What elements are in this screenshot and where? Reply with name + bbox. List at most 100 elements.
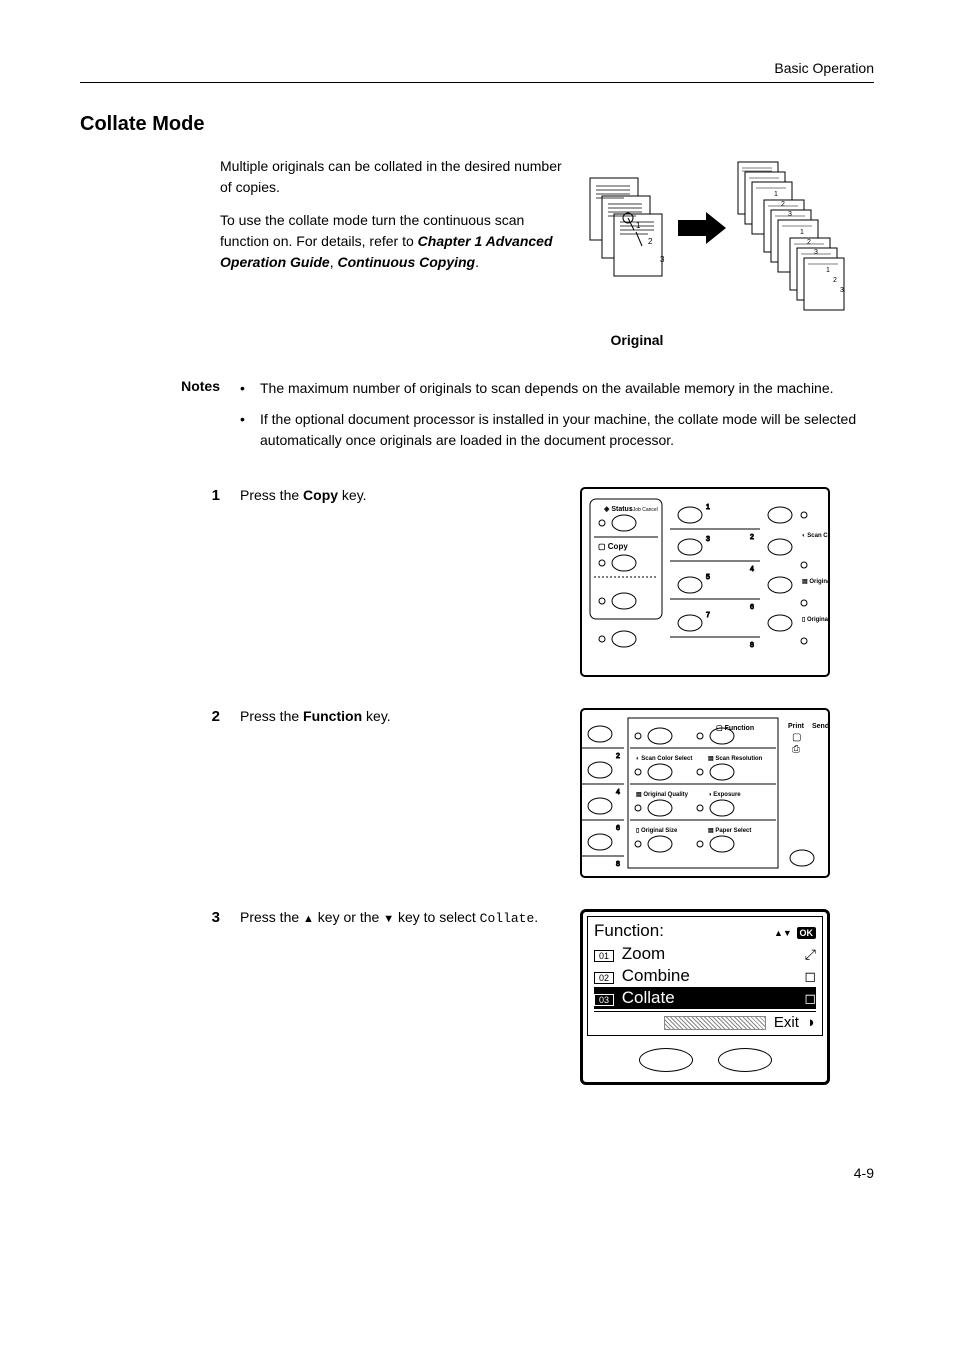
- svg-text:1: 1: [636, 221, 641, 230]
- item-num-icon: 01: [594, 950, 614, 962]
- svg-text:3: 3: [788, 211, 792, 218]
- svg-text:4: 4: [616, 789, 620, 796]
- lcd-item-combine: 02 Combine ◻: [594, 965, 816, 987]
- note-item-1: • The maximum number of originals to sca…: [240, 378, 874, 399]
- zoom-end-icon: ⤢: [805, 946, 816, 963]
- svg-text:2: 2: [833, 277, 837, 284]
- notes-label: Notes: [80, 378, 240, 394]
- notes-list: • The maximum number of originals to sca…: [240, 378, 874, 461]
- step-1-content: Press the Copy key. ◈ Status / Job Cance…: [240, 487, 874, 682]
- step-3-post: key to select: [394, 909, 480, 925]
- note-item-2: • If the optional document processor is …: [240, 409, 874, 451]
- page-container: Basic Operation Collate Mode Multiple or…: [0, 0, 954, 1221]
- step-1-figure: ◈ Status / Job Cancel ▢ Copy 1: [580, 487, 830, 682]
- svg-text:8: 8: [750, 642, 754, 649]
- svg-text:2: 2: [781, 201, 785, 208]
- collate-diagram: 1 2 3: [582, 156, 852, 348]
- up-triangle-icon: ▲: [303, 913, 314, 925]
- svg-text:Send/Re: Send/Re: [812, 723, 830, 730]
- bullet-dot: •: [240, 409, 260, 451]
- item-num-icon: 03: [594, 994, 614, 1006]
- svg-text:6: 6: [616, 825, 620, 832]
- svg-text:5: 5: [706, 574, 710, 581]
- intro-block: Multiple originals can be collated in th…: [220, 156, 874, 348]
- svg-text:2: 2: [648, 237, 653, 246]
- lcd-panel: Function: ▲▼ OK 01 Zoom ⤢ 02 Combine ◻: [580, 909, 830, 1085]
- svg-text:2: 2: [807, 239, 811, 246]
- lcd-inner: Function: ▲▼ OK 01 Zoom ⤢ 02 Combine ◻: [587, 916, 823, 1036]
- step-number-1: 1: [80, 487, 240, 504]
- svg-text:7: 7: [706, 612, 710, 619]
- step-2-pre: Press the: [240, 708, 303, 724]
- svg-text:3: 3: [660, 255, 665, 264]
- svg-text:3: 3: [840, 287, 844, 294]
- step-3-pre: Press the: [240, 909, 303, 925]
- step-number-3: 3: [80, 909, 240, 926]
- step-2: 2 Press the Function key. 2 4 6: [80, 708, 874, 883]
- lcd-item-collate: 03 Collate ◻: [594, 987, 816, 1009]
- svg-text:▢ Copy: ▢ Copy: [598, 542, 628, 551]
- lcd-exit-row: Exit ◗: [594, 1011, 816, 1031]
- combine-end-icon: ◻: [804, 968, 816, 985]
- step-3: 3 Press the ▲ key or the ▼ key to select…: [80, 909, 874, 1085]
- collate-end-icon: ◻: [804, 990, 816, 1007]
- svg-text:◐ Scan Color Select: ◐ Scan Color Select: [636, 756, 692, 762]
- step-number-2: 2: [80, 708, 240, 725]
- lcd-exit-label: Exit: [774, 1014, 799, 1031]
- svg-text:▢: ▢: [792, 732, 801, 743]
- down-triangle-icon: ▼: [383, 913, 394, 925]
- svg-text:▯ Original Size: ▯ Original Size: [802, 617, 830, 623]
- intro-p2-ref2: Continuous Copying: [337, 254, 475, 270]
- svg-text:3: 3: [706, 536, 710, 543]
- step-1: 1 Press the Copy key. ◈ Status / Job Can…: [80, 487, 874, 682]
- step-3-figure: Function: ▲▼ OK 01 Zoom ⤢ 02 Combine ◻: [580, 909, 830, 1085]
- original-label: Original: [582, 332, 692, 348]
- header-section-label: Basic Operation: [80, 60, 874, 76]
- step-1-post: key.: [338, 487, 367, 503]
- step-2-post: key.: [362, 708, 391, 724]
- section-title: Collate Mode: [80, 113, 874, 136]
- hw-button-left[interactable]: [639, 1048, 693, 1072]
- svg-text:▤ Original Quality: ▤ Original Quality: [802, 579, 830, 585]
- step-2-key: Function: [303, 708, 362, 724]
- svg-text:1: 1: [706, 504, 710, 511]
- svg-text:3: 3: [814, 249, 818, 256]
- note-text-1: The maximum number of originals to scan …: [260, 378, 834, 399]
- hw-button-right[interactable]: [718, 1048, 772, 1072]
- hatched-bar: [664, 1016, 766, 1030]
- exit-icon: ◗: [807, 1014, 816, 1031]
- lcd-item-zoom-label: Zoom: [622, 944, 665, 963]
- intro-text: Multiple originals can be collated in th…: [220, 156, 570, 348]
- step-2-content: Press the Function key. 2 4 6 8: [240, 708, 874, 883]
- lcd-title: Function:: [594, 921, 664, 941]
- svg-text:/ Job Cancel: / Job Cancel: [630, 507, 658, 513]
- svg-text:1: 1: [826, 267, 830, 274]
- svg-text:1: 1: [774, 191, 778, 198]
- intro-paragraph-2: To use the collate mode turn the continu…: [220, 210, 570, 273]
- svg-text:▤ Original Quality: ▤ Original Quality: [636, 792, 689, 798]
- lcd-ok-indicator: ▲▼ OK: [774, 921, 816, 941]
- lcd-item-combine-label: Combine: [622, 966, 690, 985]
- step-2-text: Press the Function key.: [240, 708, 580, 724]
- svg-text:1: 1: [800, 229, 804, 236]
- svg-text:▯ Original Size: ▯ Original Size: [636, 828, 678, 834]
- svg-text:◑ Exposure: ◑ Exposure: [708, 792, 741, 798]
- step-3-mid: key or the: [314, 909, 383, 925]
- svg-text:Print: Print: [788, 723, 805, 730]
- lcd-item-collate-label: Collate: [622, 988, 675, 1007]
- svg-text:2: 2: [750, 534, 754, 541]
- step-3-end: .: [534, 909, 538, 925]
- item-num-icon: 02: [594, 972, 614, 984]
- lcd-hw-buttons: [587, 1048, 823, 1072]
- svg-text:⎙: ⎙: [792, 744, 800, 755]
- lcd-title-row: Function: ▲▼ OK: [594, 921, 816, 941]
- svg-text:8: 8: [616, 861, 620, 868]
- svg-text:2: 2: [616, 753, 620, 760]
- svg-text:6: 6: [750, 604, 754, 611]
- svg-text:▤ Scan Resolution: ▤ Scan Resolution: [708, 756, 763, 762]
- svg-text:◐ Scan Color Se: ◐ Scan Color Se: [802, 533, 830, 539]
- step-3-code: Collate: [480, 911, 535, 926]
- svg-text:◈ Status: ◈ Status: [603, 506, 633, 513]
- step-2-figure: 2 4 6 8 ▢ Function: [580, 708, 830, 883]
- step-1-key: Copy: [303, 487, 338, 503]
